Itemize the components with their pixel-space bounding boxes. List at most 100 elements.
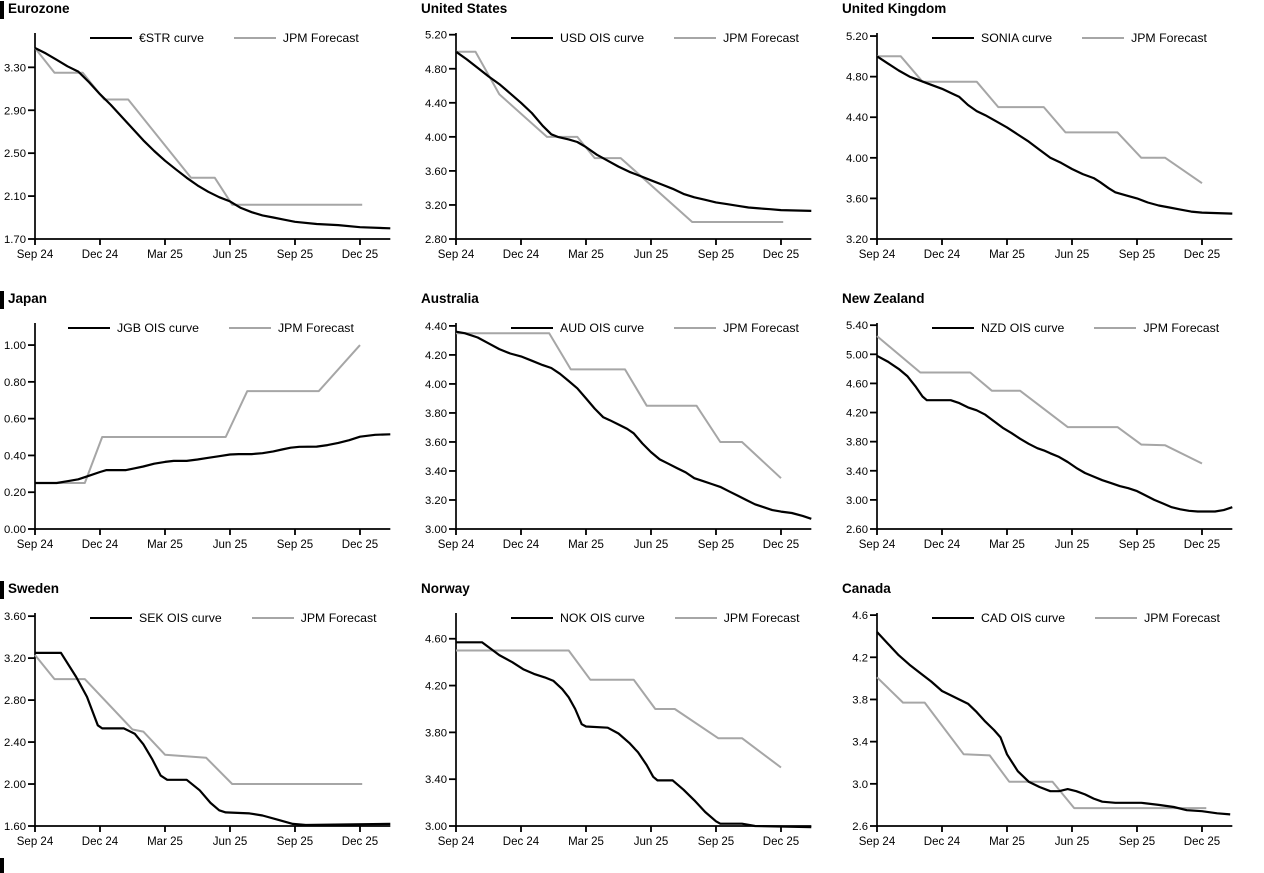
chart-title: Sweden <box>8 581 60 596</box>
x-tick-label: Sep 24 <box>17 836 54 848</box>
x-tick-label: Jun 25 <box>634 836 669 848</box>
legend: SONIA curve JPM Forecast <box>932 31 1237 45</box>
legend-label-forecast: JPM Forecast <box>282 31 359 45</box>
sek-ois-curve-line <box>35 651 391 827</box>
x-tick-label: Sep 25 <box>1119 539 1155 551</box>
legend-label-forecast: JPM Forecast <box>723 611 800 625</box>
y-tick-label: 3.20 <box>425 495 447 507</box>
x-tick-label: Dec 25 <box>763 539 799 551</box>
japan-plot: 0.00 0.20 0.40 0.60 0.80 1.00 Sep 24 Dec 24 Mar … <box>4 323 391 551</box>
legend-label-forecast: JPM Forecast <box>1143 321 1220 335</box>
chart-japan: 0.00 0.20 0.40 0.60 0.80 1.00 Sep 24 Dec 24 Mar … <box>0 290 421 580</box>
market-line-sample <box>511 37 553 39</box>
jpm-forecast-line <box>34 47 363 206</box>
x-tick-label: Dec 24 <box>924 539 961 551</box>
x-tick-label: Sep 24 <box>859 539 896 551</box>
y-tick-label: 4.60 <box>846 378 868 390</box>
jpm-forecast-line <box>34 654 363 785</box>
forecast-line-sample <box>674 617 717 619</box>
sweden-plot: 1.60 2.00 2.40 2.80 3.20 3.60 Sep 24 Dec 24 Mar … <box>4 611 391 848</box>
forecast-line-sample <box>1082 37 1125 39</box>
x-tick-label: Dec 25 <box>763 249 799 261</box>
chart-australia: 3.00 3.20 3.40 3.60 3.80 4.00 4.20 4.40 Sep 24 De… <box>421 290 842 580</box>
forecast-line-sample <box>251 617 294 619</box>
jpm-forecast-line <box>456 332 782 479</box>
market-line-sample <box>511 617 553 619</box>
chart-title: Japan <box>8 291 48 306</box>
y-tick-label: 2.60 <box>846 524 868 536</box>
-str-curve-line <box>34 47 391 230</box>
jpm-forecast-line <box>456 50 784 223</box>
legend-label-market: SEK OIS curve <box>139 611 222 625</box>
nok-ois-curve-line <box>456 641 812 829</box>
market-line-sample <box>932 37 974 39</box>
y-tick-label: 3.80 <box>846 437 868 449</box>
y-tick-label: 3.30 <box>4 62 26 74</box>
eurozone-plot: 1.70 2.10 2.50 2.90 3.30 Sep 24 Dec 24 Mar 25 Ju… <box>4 33 391 261</box>
y-tick-label: 3.4 <box>852 737 868 749</box>
x-tick-label: Sep 24 <box>859 249 896 261</box>
y-tick-label: 1.60 <box>4 821 26 833</box>
x-tick-label: Mar 25 <box>147 539 183 551</box>
market-line-sample <box>90 37 132 39</box>
y-tick-label: 3.00 <box>846 495 868 507</box>
nzd-ois-curve-line <box>876 354 1233 513</box>
y-tick-label: 3.20 <box>846 234 868 246</box>
y-tick-label: 2.10 <box>4 191 26 203</box>
y-tick-label: 3.60 <box>425 437 447 449</box>
x-tick-label: Dec 25 <box>342 836 378 848</box>
chart-title: United Kingdom <box>842 1 947 16</box>
y-tick-label: 3.0 <box>852 779 868 791</box>
chart-canada: 2.6 3.0 3.4 3.8 4.2 4.6 Sep 24 Dec 24 Mar 25 Jun … <box>842 580 1264 873</box>
jpm-forecast-line <box>876 676 1207 810</box>
section-bar <box>0 581 4 599</box>
chart-title: Canada <box>842 581 891 596</box>
next-section-bar-partial <box>0 858 4 873</box>
chart-united-kingdom: 3.20 3.60 4.00 4.40 4.80 5.20 Sep 24 Dec 24 Mar … <box>842 0 1264 290</box>
y-tick-label: 3.00 <box>425 524 447 536</box>
x-tick-label: Jun 25 <box>1055 836 1090 848</box>
new-zealand-plot: 2.60 3.00 3.40 3.80 4.20 4.60 5.00 5.40 Sep 24 De… <box>846 320 1233 551</box>
forecast-line-sample <box>1095 617 1138 619</box>
legend-label-market: CAD OIS curve <box>981 611 1066 625</box>
jpm-forecast-line <box>877 55 1203 185</box>
legend-label-market: NZD OIS curve <box>981 321 1065 335</box>
x-tick-label: Mar 25 <box>568 249 604 261</box>
y-tick-label: 5.40 <box>846 320 868 332</box>
legend: NZD OIS curve JPM Forecast <box>932 321 1249 335</box>
jpm-forecast-line <box>456 649 782 769</box>
x-tick-label: Dec 24 <box>924 249 961 261</box>
legend-label-forecast: JPM Forecast <box>723 321 799 335</box>
y-tick-label: 4.00 <box>846 153 868 165</box>
legend: AUD OIS curve JPM Forecast <box>511 321 829 335</box>
market-line-sample <box>932 617 974 619</box>
section-bar <box>0 291 4 309</box>
forecast-line-sample <box>229 327 272 329</box>
y-tick-label: 3.40 <box>425 774 447 786</box>
chart-title: Eurozone <box>8 1 70 16</box>
y-tick-label: 4.40 <box>425 98 447 110</box>
y-tick-label: 3.40 <box>846 466 868 478</box>
x-tick-label: Sep 25 <box>698 539 734 551</box>
forecast-line-sample <box>1094 327 1137 329</box>
y-tick-label: 4.00 <box>425 379 447 391</box>
y-tick-label: 3.40 <box>425 466 447 478</box>
australia-plot: 3.00 3.20 3.40 3.60 3.80 4.00 4.20 4.40 Sep 24 De… <box>425 321 812 551</box>
x-tick-label: Sep 25 <box>698 836 734 848</box>
legend: CAD OIS curve JPM Forecast <box>932 611 1250 625</box>
y-tick-label: 0.20 <box>4 487 26 499</box>
x-tick-label: Sep 24 <box>17 249 54 261</box>
y-tick-label: 4.20 <box>846 408 868 420</box>
cad-ois-curve-line <box>876 631 1231 816</box>
x-tick-label: Jun 25 <box>213 836 248 848</box>
y-tick-label: 3.20 <box>425 200 447 212</box>
x-tick-label: Jun 25 <box>213 539 248 551</box>
y-tick-label: 2.90 <box>4 105 26 117</box>
x-tick-label: Dec 24 <box>503 249 540 261</box>
x-tick-label: Mar 25 <box>989 539 1025 551</box>
y-tick-label: 5.20 <box>846 31 868 43</box>
market-line-sample <box>68 327 110 329</box>
chart-new-zealand: 2.60 3.00 3.40 3.80 4.20 4.60 5.00 5.40 Sep 24 De… <box>842 290 1264 580</box>
y-tick-label: 4.00 <box>425 132 447 144</box>
